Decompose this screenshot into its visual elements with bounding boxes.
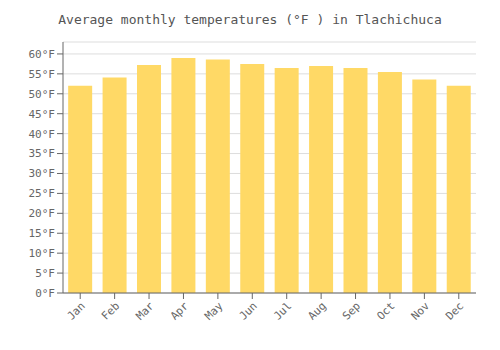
svg-text:Jul: Jul xyxy=(271,299,294,322)
svg-text:30°F: 30°F xyxy=(29,167,56,180)
svg-text:Oct: Oct xyxy=(374,299,397,322)
html-text:Average monthly temperatures (: Average monthly temperatures (°F ) in Tl… xyxy=(58,12,442,27)
svg-text:Nov: Nov xyxy=(409,299,433,323)
svg-text:50°F: 50°F xyxy=(29,88,56,101)
svg-text:Sep: Sep xyxy=(340,299,363,322)
svg-text:5°F: 5°F xyxy=(35,267,55,280)
svg-text:25°F: 25°F xyxy=(29,187,56,200)
svg-text:15°F: 15°F xyxy=(29,227,56,240)
svg-text:Jan: Jan xyxy=(65,299,88,322)
svg-text:40°F: 40°F xyxy=(29,128,56,141)
svg-text:10°F: 10°F xyxy=(29,247,56,260)
svg-text:Mar: Mar xyxy=(133,299,157,323)
svg-text:60°F: 60°F xyxy=(29,48,56,61)
svg-text:Aug: Aug xyxy=(306,299,329,322)
svg-text:May: May xyxy=(202,299,226,323)
svg-text:35°F: 35°F xyxy=(29,147,56,160)
svg-text:Apr: Apr xyxy=(168,299,192,323)
svg-text:Dec: Dec xyxy=(443,299,466,322)
svg-text:Feb: Feb xyxy=(99,299,122,322)
svg-text:45°F: 45°F xyxy=(29,108,56,121)
svg-text:Jun: Jun xyxy=(237,299,260,322)
svg-text:55°F: 55°F xyxy=(29,68,56,81)
svg-text:20°F: 20°F xyxy=(29,207,56,220)
svg-text:0°F: 0°F xyxy=(35,287,55,300)
